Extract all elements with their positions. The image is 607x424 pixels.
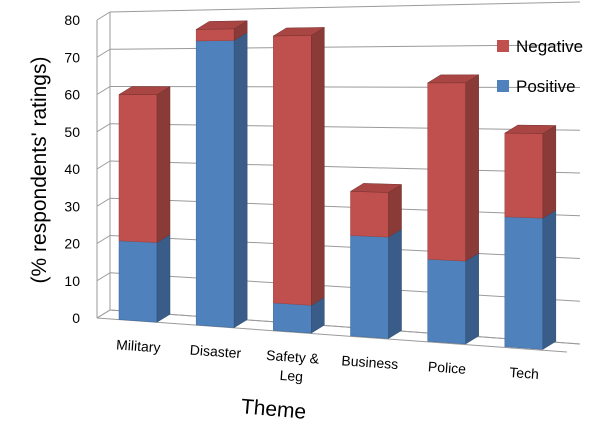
bar-positive-segment-side <box>542 209 557 350</box>
bar-positive-segment <box>118 240 158 323</box>
bar-positive-segment-side <box>465 252 479 345</box>
bar-stack <box>195 20 249 329</box>
bar-negative-segment-top <box>272 27 326 37</box>
bar-positive-segment <box>273 302 312 334</box>
bar-negative-segment <box>350 191 389 238</box>
y-tick-label: 50 <box>64 124 80 140</box>
bar-positive-segment <box>504 216 544 350</box>
y-tick-label: 0 <box>72 310 80 326</box>
gridlines <box>96 1 581 345</box>
y-tick-label: 40 <box>64 161 80 177</box>
bar-negative-segment-side <box>311 26 325 306</box>
y-axis-label: (% respondents' ratings) <box>28 57 51 284</box>
bar-negative-segment-top <box>503 124 557 134</box>
bar-stack <box>272 26 326 334</box>
legend-swatch <box>497 40 509 52</box>
bar-negative-segment-side <box>465 74 479 262</box>
bar-positive-segment <box>195 40 235 328</box>
bar-negative-segment <box>273 35 312 306</box>
x-category-label: Safety &Leg <box>264 347 320 386</box>
bar-negative-segment-top <box>426 74 480 84</box>
bar-negative-segment-side <box>156 86 171 244</box>
bar-negative-segment-top <box>349 183 403 193</box>
bar-positive-segment-side <box>388 228 402 339</box>
bar-positive-segment-side <box>233 31 248 329</box>
bar-negative-segment <box>504 132 544 219</box>
legend-label: Negative <box>516 37 583 56</box>
bar-stack <box>118 86 171 323</box>
bar-negative-segment-side <box>388 184 402 238</box>
bar-negative-segment <box>195 28 235 42</box>
y-tick-label: 30 <box>64 198 80 214</box>
bar-positive-segment <box>350 235 389 339</box>
bar-negative-segment-side <box>542 125 557 219</box>
legend-label: Positive <box>516 77 576 96</box>
x-category-label: Disaster <box>189 342 242 362</box>
bar-stack <box>349 183 403 339</box>
x-axis-label: Theme <box>240 395 307 424</box>
x-category-label: Police <box>427 358 466 377</box>
x-category-label: Tech <box>509 364 540 382</box>
x-axis-categories: Military Disaster Safety &Leg Business Polic… <box>116 336 540 386</box>
y-tick-label: 60 <box>64 87 80 103</box>
y-tick-label: 80 <box>64 12 80 28</box>
bar-negative-segment-top <box>195 20 249 30</box>
bar-stack <box>503 124 557 350</box>
x-category-label: Military <box>116 336 161 355</box>
x-category-label: Business <box>341 352 399 372</box>
legend: Negative Positive <box>497 37 583 96</box>
bar-positive-segment <box>427 258 466 345</box>
legend-swatch <box>497 80 509 92</box>
y-tick-label: 10 <box>64 273 80 289</box>
y-tick-label: 20 <box>64 236 80 252</box>
bar-negative-segment <box>427 82 466 262</box>
bar-stack <box>426 74 480 345</box>
y-tick-label: 70 <box>64 49 80 65</box>
bar-negative-segment <box>118 94 158 243</box>
bars <box>118 20 557 350</box>
bar-positive-segment-side <box>156 234 171 323</box>
y-axis-ticks: 0 10 20 30 40 50 60 70 80 <box>64 12 80 326</box>
bar-negative-segment-top <box>118 86 171 95</box>
